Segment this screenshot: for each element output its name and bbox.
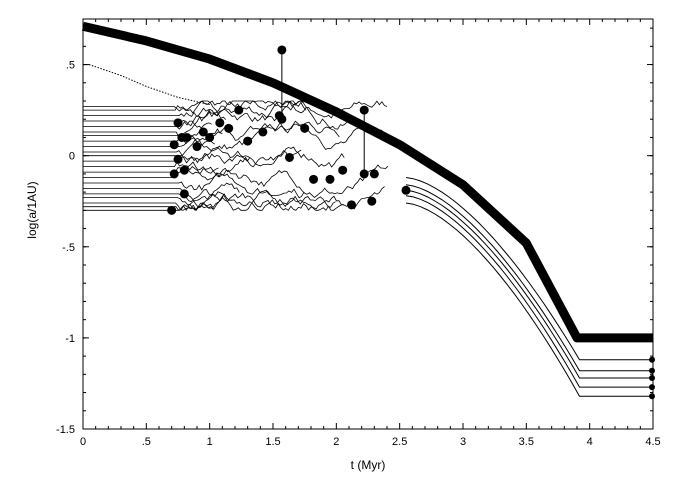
- y-tick-label: -1: [65, 333, 75, 345]
- final-position-dot: [649, 384, 655, 391]
- merger-dot: [309, 174, 319, 184]
- final-position-dot: [649, 356, 655, 363]
- x-axis-label: t (Myr): [351, 458, 386, 472]
- merger-dot: [325, 174, 335, 184]
- apocenter-dot: [359, 105, 369, 115]
- survivor-track: [405, 189, 653, 379]
- merger-dot: [243, 136, 253, 146]
- merger-dot: [198, 127, 208, 137]
- x-tick-label: 1: [207, 436, 213, 448]
- y-tick-label: 0: [69, 151, 75, 163]
- pericenter-dot: [359, 169, 369, 179]
- giant-planet-line: [81, 21, 653, 343]
- merger-dot: [215, 118, 225, 128]
- merger-dot: [169, 169, 179, 179]
- merger-dot: [179, 165, 189, 175]
- embryo-track: [83, 146, 345, 168]
- embryo-track: [83, 202, 214, 211]
- axis-ticks: [82, 19, 654, 430]
- survivor-track: [405, 184, 653, 372]
- y-axis-label: log(a/1AU): [25, 181, 39, 238]
- merger-dot: [367, 196, 377, 206]
- merger-dot: [234, 105, 244, 115]
- tick-labels: 0 .5 1 1.5 2 2.5 3 3.5 4 4.5 .5 0 -.5 -1 -1.5: [56, 60, 661, 448]
- embryo-track: [83, 121, 340, 157]
- merger-dot: [173, 154, 183, 164]
- merger-dot: [173, 118, 183, 128]
- embryo-track: [83, 149, 302, 181]
- survivor-track: [405, 202, 653, 397]
- merger-dot: [179, 189, 189, 199]
- merger-dot: [258, 127, 268, 137]
- x-tick-label: 4.5: [645, 436, 660, 448]
- merger-dot: [205, 132, 215, 142]
- x-tick-label: 2.5: [392, 436, 407, 448]
- embryo-track: [83, 193, 336, 211]
- x-tick-label: 4: [587, 436, 593, 448]
- survivor-track: [405, 177, 653, 361]
- y-tick-label: -.5: [62, 242, 75, 254]
- embryo-track: [83, 120, 392, 152]
- x-tick-label: 0: [80, 436, 86, 448]
- merger-dot: [401, 185, 411, 195]
- embryo-track: [83, 150, 251, 164]
- merger-dot: [347, 200, 357, 210]
- outer-dotted-track: [83, 64, 210, 106]
- merger-dot: [274, 111, 284, 121]
- merger-dot: [192, 142, 202, 152]
- final-position-dot: [649, 393, 655, 400]
- x-tick-label: 1.5: [265, 436, 280, 448]
- final-position-dot: [649, 374, 655, 381]
- merger-dot: [169, 140, 179, 150]
- merger-dot: [224, 123, 234, 133]
- y-tick-label: -1.5: [56, 424, 75, 436]
- apocenter-dot: [277, 45, 287, 55]
- x-tick-label: 3: [460, 436, 466, 448]
- merger-dot: [338, 165, 348, 175]
- embryo-track: [83, 161, 219, 174]
- embryo-track: [83, 100, 351, 130]
- merger-dot: [167, 205, 177, 215]
- merger-dot: [300, 123, 310, 133]
- y-tick-label: .5: [66, 60, 75, 72]
- merger-dot: [182, 132, 192, 142]
- plot-frame: [82, 18, 654, 430]
- embryo-track: [83, 182, 240, 203]
- x-tick-label: 2: [333, 436, 339, 448]
- embryo-track: [83, 164, 389, 199]
- merger-dot: [369, 169, 379, 179]
- final-position-dot: [649, 367, 655, 374]
- x-tick-label: .5: [142, 436, 151, 448]
- merger-dot: [284, 152, 294, 162]
- embryo-track: [83, 120, 223, 136]
- survivor-track: [405, 195, 653, 388]
- x-tick-label: 3.5: [519, 436, 534, 448]
- giant-planet-track: [81, 21, 653, 343]
